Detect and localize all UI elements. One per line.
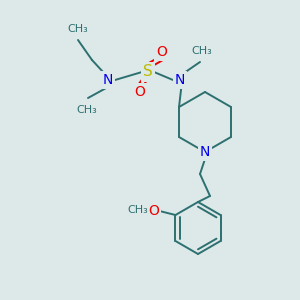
Text: O: O <box>135 85 146 99</box>
Text: N: N <box>175 73 185 87</box>
Text: CH₃: CH₃ <box>76 105 98 115</box>
Text: CH₃: CH₃ <box>192 46 212 56</box>
Text: CH₃: CH₃ <box>127 205 148 215</box>
Text: N: N <box>103 73 113 87</box>
Text: O: O <box>157 45 167 59</box>
Text: O: O <box>148 204 159 218</box>
Text: CH₃: CH₃ <box>68 24 88 34</box>
Text: S: S <box>143 64 153 80</box>
Text: N: N <box>200 145 210 159</box>
